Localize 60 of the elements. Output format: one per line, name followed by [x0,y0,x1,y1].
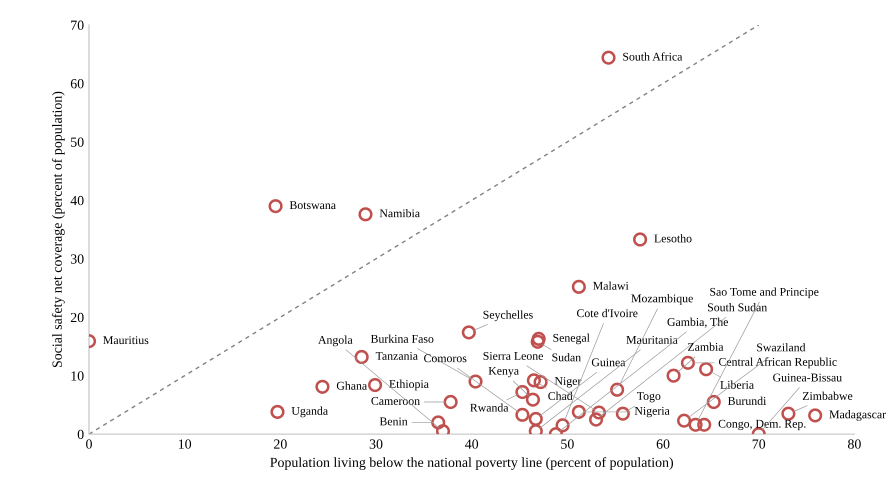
annotation: Uganda [292,406,328,418]
y-tick-label: 70 [71,20,84,30]
annotation: Zambia [688,342,724,351]
x-tick-label: 60 [656,439,670,449]
x-tick-label: 30 [370,439,382,449]
annotation: Guinea-Bissau [773,374,842,382]
annotation: Central African Republic [718,357,837,368]
annotation: Mauritius [103,336,148,344]
annotation: Liberia [720,380,754,389]
annotation: Swaziland [757,343,806,352]
annotation: Cote d'Ivoire [576,308,638,318]
annotation: Togo [636,392,660,402]
annotation: Benin [380,417,408,426]
y-tick-label: 20 [70,312,84,322]
annotation: Namibia [380,208,420,218]
annotation: Gambia, The [667,318,728,328]
annotation: Sudan [552,353,581,362]
annotation: South Africa [623,52,682,61]
annotation: Botswana [290,201,336,210]
annotation: Sao Tome and Principe [710,287,819,298]
annotation: Senegal [553,333,590,344]
annotation: Cameroon [371,397,420,405]
annotation: Sierra Leone [484,352,543,360]
annotation: Chad [548,392,573,400]
annotation: Madagascar [829,410,886,421]
annotation: Guinea [592,358,626,366]
annotation: South Sudan [708,303,768,312]
y-tick-label: 0 [78,430,84,440]
annotation: Zimbabwe [802,392,852,400]
annotation: Angola [318,336,353,346]
annotation: Comoros [424,354,466,362]
y-tick-label: 30 [70,254,84,264]
annotation: Mauritania [626,336,678,344]
y-tick-label: 50 [71,137,84,147]
x-tick-label: 20 [274,439,287,449]
annotation: Niger [554,377,582,388]
x-tick-label: 50 [561,439,574,449]
y-tick-label: 40 [70,196,84,206]
x-tick-label: 0 [86,439,92,449]
annotation: Lesotho [654,234,692,242]
annotation: Malawi [593,281,629,290]
annotation: Seychelles [484,310,533,322]
annotation: Ethiopia [389,380,429,390]
y-tick-label: 10 [71,371,84,381]
x-tick-label: 70 [752,439,766,449]
annotation: Rwanda [470,403,508,412]
annotation: Nigeria [634,406,670,418]
annotation: Congo, Dem. Rep. [718,420,806,430]
x-tick-label: 10 [178,439,192,449]
x-tick-label: 40 [465,439,478,449]
x-axis-title: Population living below the national poverty line (percent of population) [270,457,674,470]
x-tick-label: 80 [848,439,861,449]
annotation: Kenya [488,366,519,378]
y-tick-label: 60 [70,78,84,88]
annotation: Burundi [728,396,766,405]
annotation: Tanzania [376,352,418,360]
annotation: Ghana [336,381,367,390]
y-axis-title: Social safety net coverage (percent of population) [52,92,65,368]
annotation: Mozambique [631,294,693,305]
annotation: Burkina Faso [370,334,434,343]
